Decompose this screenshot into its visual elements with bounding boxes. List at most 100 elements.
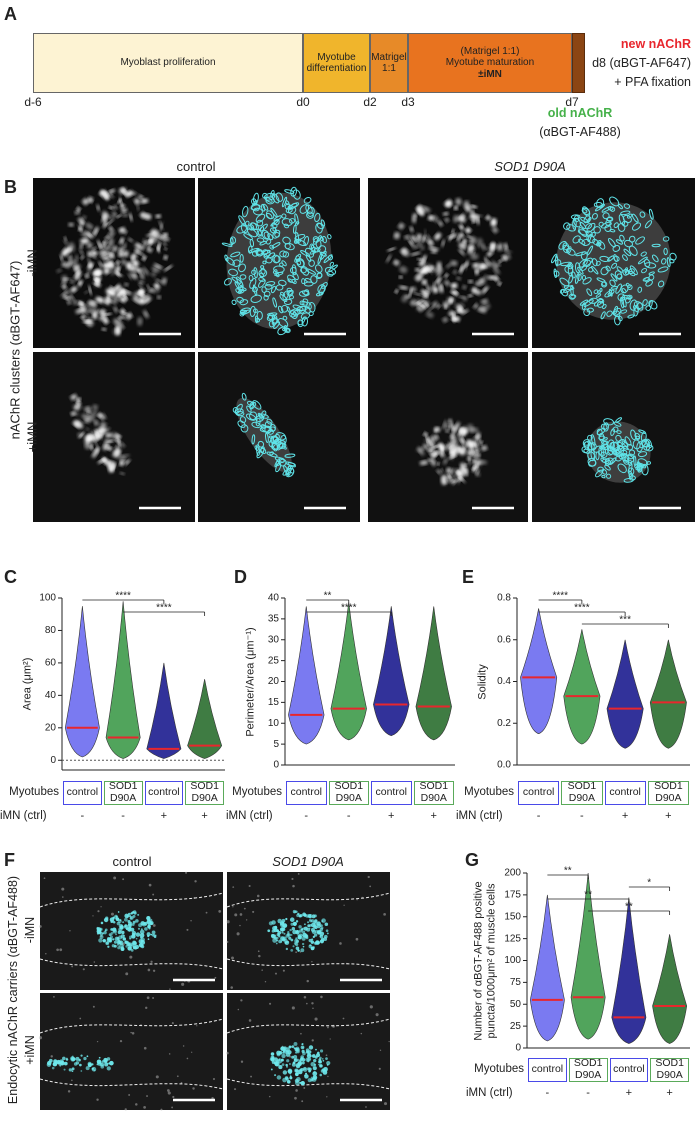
cluster-outline (277, 305, 284, 314)
carrier (112, 927, 117, 932)
cluster-outline (239, 254, 244, 263)
carrier (137, 913, 140, 916)
carrier (292, 929, 297, 935)
cluster-outline (609, 228, 616, 233)
carrier (267, 929, 271, 933)
cluster (501, 248, 512, 254)
cluster-outline (669, 252, 677, 261)
cluster-outline (254, 445, 259, 451)
carrier (300, 1080, 305, 1086)
cell-outline (226, 892, 391, 908)
cluster (387, 247, 396, 252)
speck (295, 1089, 298, 1092)
cluster (80, 238, 90, 245)
carrier (295, 1069, 298, 1073)
carrier (103, 930, 107, 935)
speck (245, 919, 248, 921)
cluster (105, 288, 116, 297)
speck (122, 878, 125, 881)
carrier (138, 939, 143, 944)
carrier (292, 945, 295, 948)
cluster-outline (287, 204, 293, 211)
carrier (290, 938, 294, 942)
speck (79, 1017, 82, 1020)
cluster-outline (232, 259, 241, 267)
cluster-outline (279, 250, 287, 258)
carrier (278, 1065, 283, 1070)
panel-label: D (234, 567, 247, 587)
cluster-outline (624, 267, 629, 274)
carrier (80, 1070, 83, 1072)
cluster-outline (239, 274, 247, 280)
carrier (278, 1051, 283, 1055)
carrier (295, 1046, 300, 1051)
cluster-outline (582, 209, 588, 214)
carrier (312, 924, 317, 929)
y-tick-label: 100 (39, 593, 56, 604)
column-title: SOD1 D90A (272, 854, 344, 869)
cluster (73, 403, 82, 411)
speck (294, 1096, 297, 1100)
cluster (84, 290, 89, 294)
carrier (96, 927, 99, 931)
category-box: control (286, 781, 327, 805)
cluster-outline (314, 212, 321, 223)
cluster (81, 230, 90, 238)
cluster-outline (321, 235, 327, 244)
carrier (107, 942, 109, 944)
cluster (87, 317, 92, 321)
cluster-outline (586, 217, 592, 224)
cluster (486, 251, 493, 257)
cluster (132, 296, 142, 304)
cluster-outline (613, 305, 618, 315)
cluster-outline (591, 258, 598, 267)
cluster-outline (263, 231, 270, 240)
speck (176, 1075, 179, 1078)
cluster (457, 470, 464, 478)
new-nachr-label: new nAChR (620, 37, 691, 51)
cluster (75, 308, 86, 314)
cluster-outline (275, 192, 284, 202)
carrier (80, 1054, 83, 1057)
significance-label: *** (619, 615, 631, 626)
cluster (462, 284, 467, 290)
cluster (393, 259, 400, 266)
speck (326, 1096, 328, 1098)
carrier (127, 923, 132, 928)
imn-value: - (580, 810, 584, 822)
microscopy-image (38, 993, 224, 1111)
carrier (297, 912, 300, 916)
category-box: SOD1 D90A (328, 781, 369, 805)
cluster-outline (567, 262, 574, 270)
cluster (102, 220, 108, 229)
cluster-outline (600, 266, 609, 276)
cluster-outline (278, 458, 287, 467)
microscopy-image (33, 352, 195, 522)
cluster-outline (238, 263, 246, 273)
carrier (147, 934, 150, 938)
speck (50, 1055, 53, 1058)
cluster (413, 292, 423, 296)
cluster-outline (583, 299, 594, 307)
speck (155, 1075, 159, 1079)
cluster (422, 234, 426, 242)
carrier (302, 1046, 304, 1049)
cluster (153, 263, 163, 269)
cluster (442, 212, 449, 216)
speck (146, 996, 150, 1000)
carrier (301, 942, 305, 946)
carrier (282, 1051, 285, 1054)
cluster (148, 287, 155, 293)
carrier (289, 1072, 292, 1075)
cluster-outline (600, 457, 607, 464)
cluster-outline (285, 200, 290, 206)
cluster (446, 297, 455, 304)
speck (61, 887, 65, 891)
carrier (135, 919, 139, 923)
carrier (273, 928, 278, 933)
cluster (469, 213, 479, 221)
cluster-outline (570, 285, 574, 297)
speck (258, 954, 261, 958)
cluster-outline (617, 222, 626, 232)
